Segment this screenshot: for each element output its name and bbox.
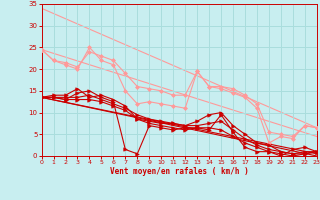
X-axis label: Vent moyen/en rafales ( km/h ): Vent moyen/en rafales ( km/h ) [110,167,249,176]
